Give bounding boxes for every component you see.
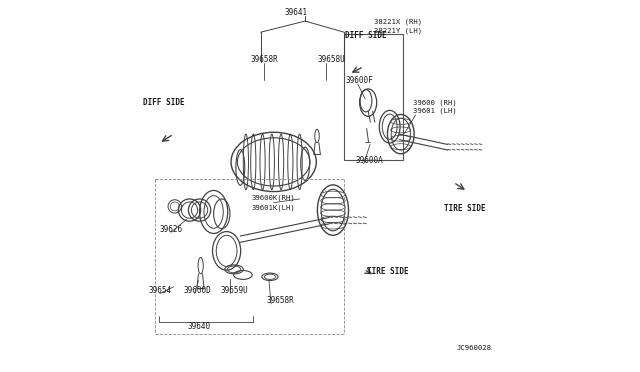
- Text: DIFF SIDE: DIFF SIDE: [345, 31, 387, 41]
- Text: 39658R: 39658R: [266, 296, 294, 305]
- Text: 39654: 39654: [148, 286, 172, 295]
- Bar: [344, 34, 403, 160]
- Text: 38221Y (LH): 38221Y (LH): [374, 28, 422, 34]
- Text: 38221X (RH): 38221X (RH): [374, 19, 422, 25]
- Text: TIRE SIDE: TIRE SIDE: [367, 267, 409, 276]
- Text: 39641: 39641: [284, 9, 307, 17]
- Text: 39600A: 39600A: [355, 156, 383, 165]
- Text: 39626: 39626: [160, 225, 183, 234]
- Text: 39600K(RH): 39600K(RH): [252, 195, 295, 201]
- Text: 39658R: 39658R: [251, 55, 278, 64]
- Text: JC960028: JC960028: [456, 345, 492, 351]
- Text: DIFF SIDE: DIFF SIDE: [143, 98, 184, 107]
- Text: 39640: 39640: [188, 321, 211, 331]
- Text: 39600F: 39600F: [345, 76, 373, 85]
- Text: 39659U: 39659U: [221, 286, 248, 295]
- Text: TIRE SIDE: TIRE SIDE: [444, 205, 486, 214]
- Text: 39601K(LH): 39601K(LH): [252, 204, 295, 211]
- Text: 39600D: 39600D: [184, 286, 211, 295]
- Text: 39600 (RH): 39600 (RH): [413, 99, 457, 106]
- Text: 39658U: 39658U: [318, 55, 346, 64]
- Text: 39601 (LH): 39601 (LH): [413, 108, 457, 114]
